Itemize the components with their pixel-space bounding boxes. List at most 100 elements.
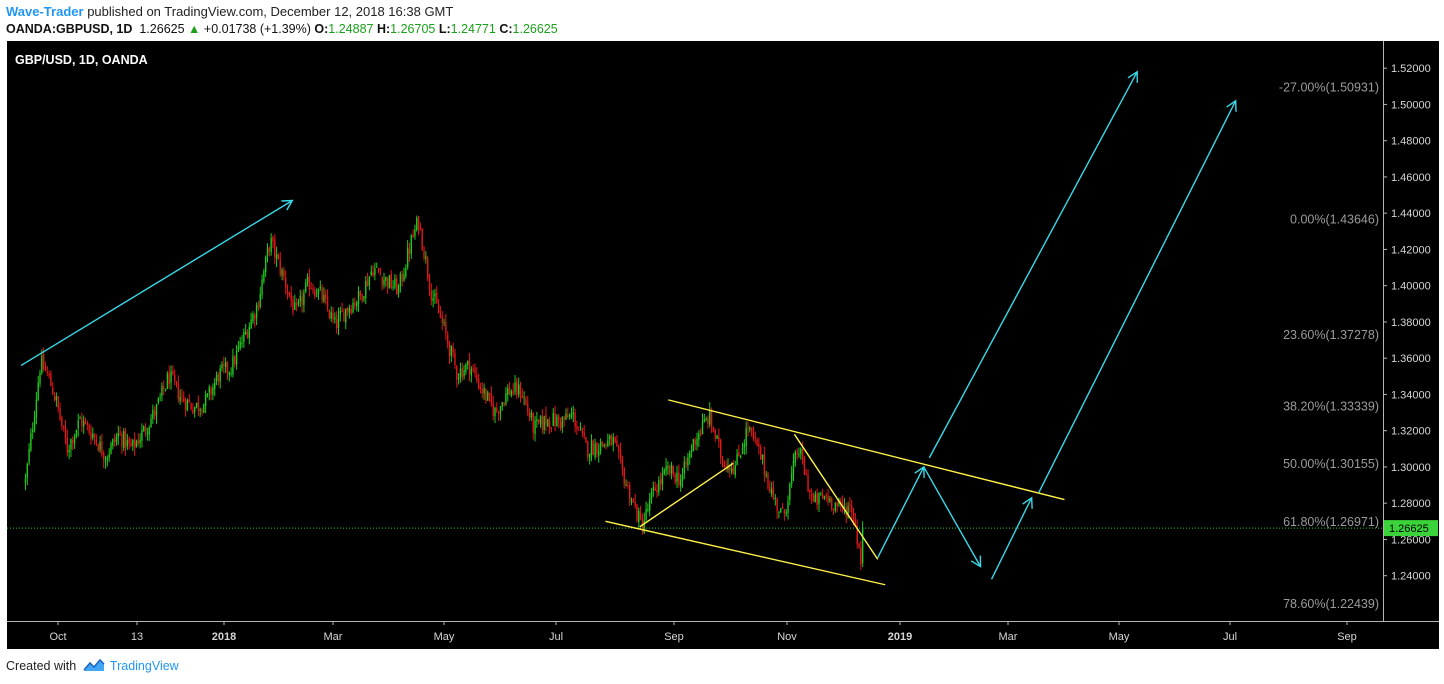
high-label: H: bbox=[376, 22, 391, 36]
candle-body bbox=[510, 391, 513, 396]
candle-body bbox=[736, 453, 738, 466]
candle-body bbox=[694, 439, 696, 445]
candle-body bbox=[525, 399, 527, 405]
candle-body bbox=[852, 512, 855, 521]
candle-body bbox=[849, 504, 851, 506]
candle-body bbox=[188, 399, 190, 403]
candle-body bbox=[474, 368, 476, 374]
candle-body bbox=[628, 485, 631, 502]
candle-body bbox=[452, 347, 454, 353]
fib-level-label: 0.00%(1.43646) bbox=[1290, 213, 1379, 227]
candle-body bbox=[141, 430, 143, 441]
candle-body bbox=[721, 458, 724, 462]
candles-group bbox=[24, 215, 864, 571]
projection-arrow bbox=[877, 466, 925, 558]
candle-body bbox=[285, 278, 287, 289]
candle-body bbox=[115, 436, 118, 443]
author-link[interactable]: Wave-Trader bbox=[6, 4, 84, 19]
candle-body bbox=[388, 275, 391, 289]
candle-body bbox=[514, 382, 516, 392]
candle-body bbox=[483, 388, 485, 394]
candle-body bbox=[419, 227, 422, 229]
candle-body bbox=[379, 273, 382, 276]
candle-body bbox=[299, 295, 301, 302]
candle-body bbox=[716, 435, 718, 440]
candle-body bbox=[252, 314, 254, 322]
x-tick-label: May bbox=[1109, 631, 1130, 643]
candle-body bbox=[678, 472, 680, 485]
created-with-text: Created with bbox=[6, 658, 77, 673]
candle-body bbox=[177, 383, 180, 400]
candle-body bbox=[723, 462, 726, 468]
chart-background bbox=[7, 41, 1439, 649]
candle-body bbox=[339, 310, 342, 315]
y-tick-label: 1.26000 bbox=[1391, 534, 1431, 546]
candle-body bbox=[547, 419, 549, 427]
candle-body bbox=[439, 313, 442, 318]
candle-body bbox=[467, 360, 469, 365]
candle-body bbox=[323, 294, 325, 302]
candle-body bbox=[166, 373, 169, 390]
candle-body bbox=[357, 291, 360, 305]
candle-body bbox=[570, 414, 573, 417]
fib-level-label: 50.00%(1.30155) bbox=[1283, 457, 1379, 471]
candle-body bbox=[679, 479, 682, 487]
candle-body bbox=[46, 371, 48, 373]
candle-body bbox=[414, 229, 416, 237]
tradingview-link[interactable]: TradingView bbox=[109, 658, 179, 673]
arrow-head-icon bbox=[1022, 496, 1033, 509]
candle-body bbox=[130, 442, 132, 447]
candle-body bbox=[712, 427, 715, 432]
chart-area[interactable]: GBP/USD, 1D, OANDA 1.52000 1.50000 1.48000 1… bbox=[7, 41, 1439, 649]
candle-body bbox=[93, 433, 96, 438]
candle-body bbox=[659, 478, 662, 484]
candle-body bbox=[64, 426, 67, 439]
candle-body bbox=[92, 433, 94, 438]
fib-level-label: 61.80%(1.26971) bbox=[1283, 515, 1379, 529]
candle-body bbox=[24, 478, 27, 483]
candle-body bbox=[224, 362, 227, 368]
candle-body bbox=[416, 217, 418, 231]
candle-body bbox=[144, 426, 147, 433]
candle-body bbox=[97, 444, 99, 451]
candle-body bbox=[241, 342, 243, 344]
candle-body bbox=[86, 422, 89, 425]
candle-body bbox=[124, 429, 127, 449]
candle-body bbox=[749, 428, 751, 431]
candle-body bbox=[286, 289, 289, 293]
candle-body bbox=[392, 286, 394, 288]
candle-body bbox=[674, 474, 676, 483]
candle-body bbox=[734, 465, 736, 476]
candle-body bbox=[634, 501, 636, 506]
candle-body bbox=[709, 409, 711, 425]
low-label: L: bbox=[438, 22, 451, 36]
candle-body bbox=[70, 439, 72, 450]
arrow-head-icon bbox=[281, 199, 294, 211]
candle-body bbox=[119, 433, 121, 435]
candle-body bbox=[687, 457, 689, 466]
projection-arrow bbox=[923, 466, 982, 567]
candle-body bbox=[858, 543, 860, 547]
candle-body bbox=[306, 276, 309, 283]
candle-body bbox=[470, 368, 473, 376]
candle-body bbox=[465, 364, 467, 372]
candle-body bbox=[798, 454, 800, 456]
candle-body bbox=[53, 395, 56, 400]
candle-body bbox=[283, 270, 285, 278]
candle-body bbox=[101, 441, 103, 455]
price-chart[interactable]: GBP/USD, 1D, OANDA 1.52000 1.50000 1.48000 1… bbox=[7, 41, 1439, 649]
candle-body bbox=[532, 413, 534, 433]
candle-body bbox=[834, 502, 837, 511]
candle-body bbox=[843, 505, 846, 508]
candle-body bbox=[230, 373, 232, 375]
candle-body bbox=[765, 474, 767, 476]
candle-body bbox=[221, 364, 223, 369]
projection-arrow bbox=[20, 199, 293, 367]
candle-body bbox=[781, 507, 784, 509]
candle-body bbox=[556, 416, 558, 427]
candle-body bbox=[204, 394, 207, 406]
candle-body bbox=[181, 395, 183, 397]
candle-body bbox=[756, 439, 758, 446]
current-price-badge bbox=[1384, 520, 1438, 537]
candle-body bbox=[750, 428, 753, 430]
